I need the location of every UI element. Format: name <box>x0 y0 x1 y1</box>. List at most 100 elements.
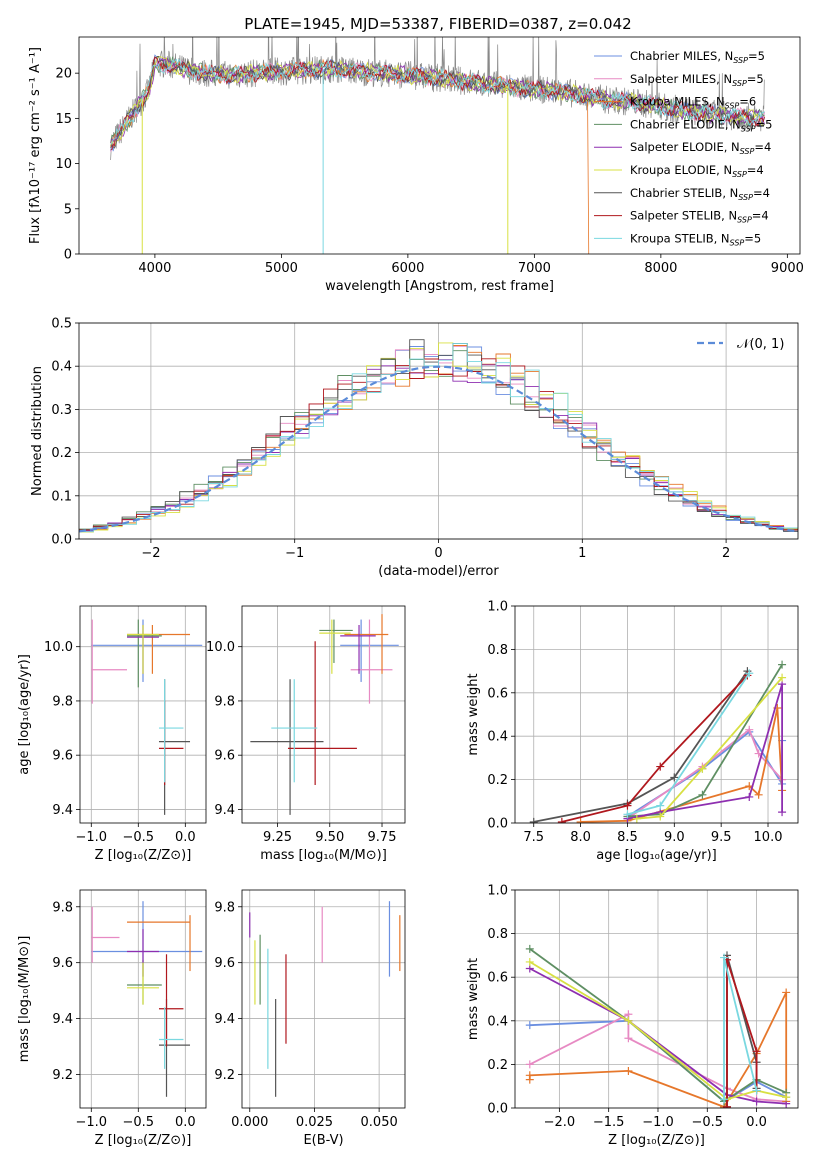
x-tick-label: 0.000 <box>231 1115 268 1130</box>
x-axis-label: (data-model)/error <box>378 564 499 579</box>
y-tick-label: 0 <box>64 248 72 263</box>
plot-area-mass-vs-ebv <box>249 901 401 1097</box>
panel-spectrum: 4000 5000 6000 7000 8000 9000 0 5 10 15 20 waveleng… <box>28 36 804 294</box>
series-line <box>561 674 749 823</box>
series-marker <box>720 953 729 962</box>
legend-label-salpeter-miles: Salpeter MILES, NSSP=5 <box>630 72 764 88</box>
residual-legend: 𝒩(0, 1) <box>697 337 784 352</box>
series-marker <box>745 669 754 678</box>
series-marker <box>778 808 787 817</box>
series-marker <box>525 1071 534 1080</box>
point-kroupa-elodie <box>127 624 159 674</box>
y-tick-label: 9.2 <box>52 1068 73 1083</box>
x-tick-label: 8.0 <box>570 830 591 845</box>
series-kroupa-stelib <box>623 669 754 819</box>
plot-area-spectrum <box>110 37 765 254</box>
legend-label-salpeter-stelib: Salpeter STELIB, NSSP=4 <box>630 209 769 225</box>
point-kroupa-miles <box>127 915 191 972</box>
series-marker <box>698 790 707 799</box>
y-tick-label: 0.8 <box>487 927 508 942</box>
point-salpeter-miles <box>91 619 128 704</box>
model-spectrum-salpeter-stelib <box>110 56 765 151</box>
spectrum-legend: Chabrier MILES, NSSP=5 Salpeter MILES, NS… <box>594 49 772 247</box>
residual-hist-kroupa-stelib <box>79 343 798 533</box>
y-tick-label: 9.4 <box>52 1012 73 1027</box>
point-salpeter-stelib <box>158 954 184 1047</box>
series-marker <box>525 944 534 953</box>
plot-area-mass-vs-z <box>91 901 203 1097</box>
series-marker <box>623 810 632 819</box>
y-tick-label: 0.2 <box>487 1058 508 1073</box>
point-salpeter-stelib <box>287 641 357 786</box>
series-marker <box>623 801 632 810</box>
model-spectrum-kroupa-stelib <box>110 58 765 145</box>
series-marker <box>752 1097 761 1106</box>
x-tick-label: 9.0 <box>664 830 685 845</box>
y-tick-label: 10 <box>55 157 72 172</box>
y-tick-label: 0.0 <box>487 1102 508 1117</box>
x-axis-label: Z [log₁₀(Z/Z⊙)] <box>95 1133 192 1148</box>
axes-frame <box>514 889 799 1109</box>
y-tick-label: 0.6 <box>487 971 508 986</box>
point-kroupa-miles <box>344 614 389 674</box>
y-tick-label: 1.0 <box>487 884 508 899</box>
x-tick-label: −0.5 <box>123 1115 155 1130</box>
series-chabrier-miles <box>623 727 787 821</box>
y-axis-label: age [log₁₀(age/yr)] <box>17 654 32 775</box>
y-tick-label: 0.4 <box>487 730 508 745</box>
legend-label-chabrier-elodie: Chabrier ELODIE, NSSP=5 <box>630 117 772 133</box>
y-axis-label: mass weight <box>466 673 481 755</box>
series-kroupa-stelib <box>720 953 761 1104</box>
series-kroupa-elodie <box>632 673 787 823</box>
x-tick-label: 8.5 <box>617 830 638 845</box>
x-tick-label: −0.5 <box>691 1115 723 1130</box>
x-tick-label: 0.025 <box>296 1115 333 1130</box>
y-tick-label: 9.4 <box>214 1012 235 1027</box>
y-tick-label: 0.3 <box>51 403 72 418</box>
y-tick-label: 9.8 <box>52 694 73 709</box>
series-marker <box>525 1060 534 1069</box>
y-tick-label: 9.8 <box>214 900 235 915</box>
series-marker <box>752 1086 761 1095</box>
x-tick-label: −1.0 <box>75 830 107 845</box>
x-tick-label: 8000 <box>644 261 677 276</box>
series-marker <box>557 817 566 823</box>
series-marker <box>745 792 754 801</box>
x-tick-label: 0.050 <box>361 1115 398 1130</box>
point-chabrier-elodie <box>127 619 162 688</box>
axes-frame <box>78 36 801 255</box>
y-axis-label: mass weight <box>466 958 481 1040</box>
x-tick-label: 0.0 <box>746 1115 767 1130</box>
series-marker <box>656 762 665 771</box>
series-marker <box>778 660 787 669</box>
y-tick-label: 9.6 <box>214 749 235 764</box>
x-tick-label: 9.75 <box>368 830 397 845</box>
y-tick-label: 0.0 <box>487 817 508 832</box>
panel-mass-vs-ebv: 0.000 0.025 0.050 9.2 9.4 9.6 9.8 E(B-V) <box>214 889 406 1148</box>
series-marker <box>576 817 585 823</box>
plot-area-massweight-vs-age <box>529 660 787 823</box>
legend-label-chabrier-stelib: Chabrier STELIB, NSSP=4 <box>630 186 770 202</box>
panel-massweight-vs-z: −2.0 −1.5 −1.0 −0.5 0.0 0.0 0.2 0.4 0.6 0.8 1.0 Z [… <box>466 884 799 1148</box>
x-axis-label: Z [log₁₀(Z/Z⊙)] <box>608 1133 705 1148</box>
y-tick-label: 9.6 <box>52 749 73 764</box>
y-tick-label: 0.6 <box>487 686 508 701</box>
series-marker <box>782 988 791 997</box>
model-spectrum-kroupa-elodie <box>110 56 765 147</box>
figure-title: PLATE=1945, MJD=53387, FIBERID=0387, z=0… <box>244 15 631 33</box>
series-marker <box>632 814 641 823</box>
y-tick-label: 9.8 <box>52 900 73 915</box>
panel-age-vs-z: −1.0 −0.5 0.0 9.4 9.6 9.8 10.0 Z [log₁₀(Z/Z⊙)] a… <box>17 605 207 863</box>
x-tick-label: 9000 <box>771 261 804 276</box>
series-marker <box>656 812 665 821</box>
plot-area-massweight-vs-z <box>525 944 791 1108</box>
series-salpeter-stelib <box>557 671 752 823</box>
series-marker <box>624 1016 633 1025</box>
axes-frame <box>79 889 207 1109</box>
x-tick-label: 2 <box>722 546 730 561</box>
x-tick-label: −1.5 <box>593 1115 625 1130</box>
x-tick-label: 0.0 <box>175 1115 196 1130</box>
legend-label-normal: 𝒩(0, 1) <box>737 337 784 352</box>
point-kroupa-elodie <box>127 962 159 1005</box>
series-marker <box>698 764 707 773</box>
